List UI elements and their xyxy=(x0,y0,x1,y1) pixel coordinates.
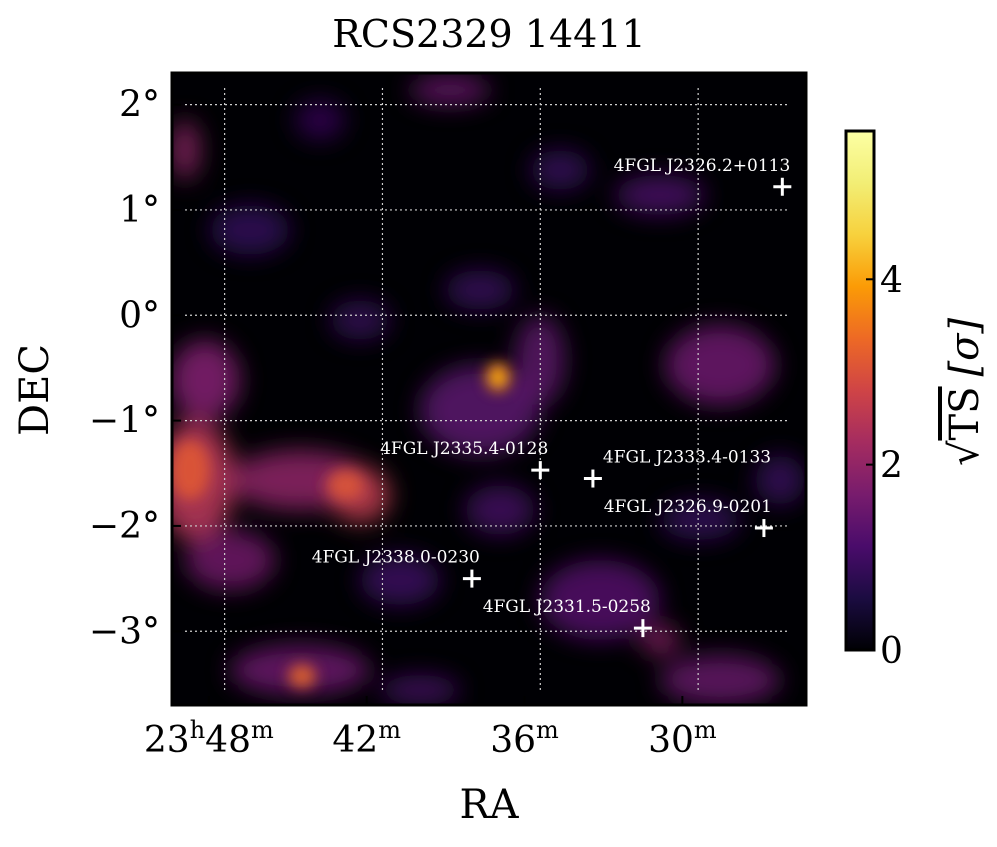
x-tick-label-2: 36m xyxy=(490,716,559,761)
colorbar-tick-label-2: 4 xyxy=(880,260,903,301)
x-tick-minute-unit: m xyxy=(378,716,401,744)
colorbar-ticks: 0 2 4 xyxy=(866,260,903,672)
colorbar-label-main: TS xyxy=(942,386,988,440)
x-tick-label-3: 30m xyxy=(648,716,717,761)
y-tick-label-1: 1° xyxy=(119,190,160,231)
chart-title: RCS2329 14411 xyxy=(332,12,645,56)
x-tick-hour: 23 xyxy=(144,720,190,761)
y-tick-label-5: −3° xyxy=(89,611,160,652)
source-label: 4FGL J2331.5-0258 xyxy=(483,597,651,617)
plot-frame xyxy=(170,71,808,707)
x-tick-minute-unit: m xyxy=(251,716,274,744)
colorbar-label: √TS [σ] xyxy=(942,318,988,467)
source-1: 4FGL J2335.4-0128 xyxy=(380,439,550,480)
y-tick-label-0: 2° xyxy=(119,85,160,126)
x-tick-minute-unit: m xyxy=(694,716,717,744)
x-tick-minute: 48 xyxy=(205,720,251,761)
colorbar-label-unit: [σ] xyxy=(942,318,988,377)
heatmap-panel: 4FGL J2326.2+0113 4FGL J2335.4-0128 4FGL J… xyxy=(170,71,808,707)
colorbar: 0 2 4 √TS [σ] xyxy=(844,129,988,672)
source-2: 4FGL J2333.4-0133 xyxy=(583,448,771,488)
x-tick-minute: 42 xyxy=(332,720,378,761)
y-tick-labels: 2° 1° 0° −1° −2° −3° xyxy=(89,85,160,653)
colorbar-tick-label-1: 2 xyxy=(880,446,903,487)
source-4: 4FGL J2338.0-0230 xyxy=(312,548,481,588)
source-label: 4FGL J2333.4-0133 xyxy=(603,448,771,468)
source-5: 4FGL J2331.5-0258 xyxy=(483,597,652,638)
x-tick-minute: 30 xyxy=(648,720,694,761)
x-tick-hour-unit: h xyxy=(190,716,205,744)
source-label: 4FGL J2338.0-0230 xyxy=(312,548,480,568)
x-tick-minute-unit: m xyxy=(536,716,559,744)
y-tick-marks xyxy=(172,103,181,633)
x-tick-labels: 23h48m 42m 36m 30m xyxy=(144,716,717,761)
y-axis-label: DEC xyxy=(12,344,58,436)
source-label: 4FGL J2326.2+0113 xyxy=(614,156,791,176)
source-markers: 4FGL J2326.2+0113 4FGL J2335.4-0128 4FGL J… xyxy=(312,156,792,638)
source-3: 4FGL J2326.9-0201 xyxy=(604,497,773,538)
source-label: 4FGL J2326.9-0201 xyxy=(604,497,772,517)
x-axis-label: RA xyxy=(459,782,519,828)
colorbar-gradient xyxy=(844,129,876,652)
y-tick-label-4: −2° xyxy=(89,506,160,547)
y-tick-label-2: 0° xyxy=(119,295,160,336)
grid-lines xyxy=(185,88,790,692)
source-0: 4FGL J2326.2+0113 xyxy=(614,156,792,196)
colorbar-label-sqrt: √ xyxy=(942,440,988,466)
x-tick-label-0: 23h48m xyxy=(144,716,274,761)
colorbar-tick-label-0: 0 xyxy=(880,631,903,672)
x-tick-marks xyxy=(207,696,684,705)
y-tick-label-3: −1° xyxy=(89,401,160,442)
heatmap-emission: 4FGL J2326.2+0113 4FGL J2335.4-0128 4FGL J… xyxy=(172,75,805,705)
source-label: 4FGL J2335.4-0128 xyxy=(380,439,548,459)
x-tick-label-1: 42m xyxy=(332,716,401,761)
x-tick-minute: 36 xyxy=(490,720,536,761)
